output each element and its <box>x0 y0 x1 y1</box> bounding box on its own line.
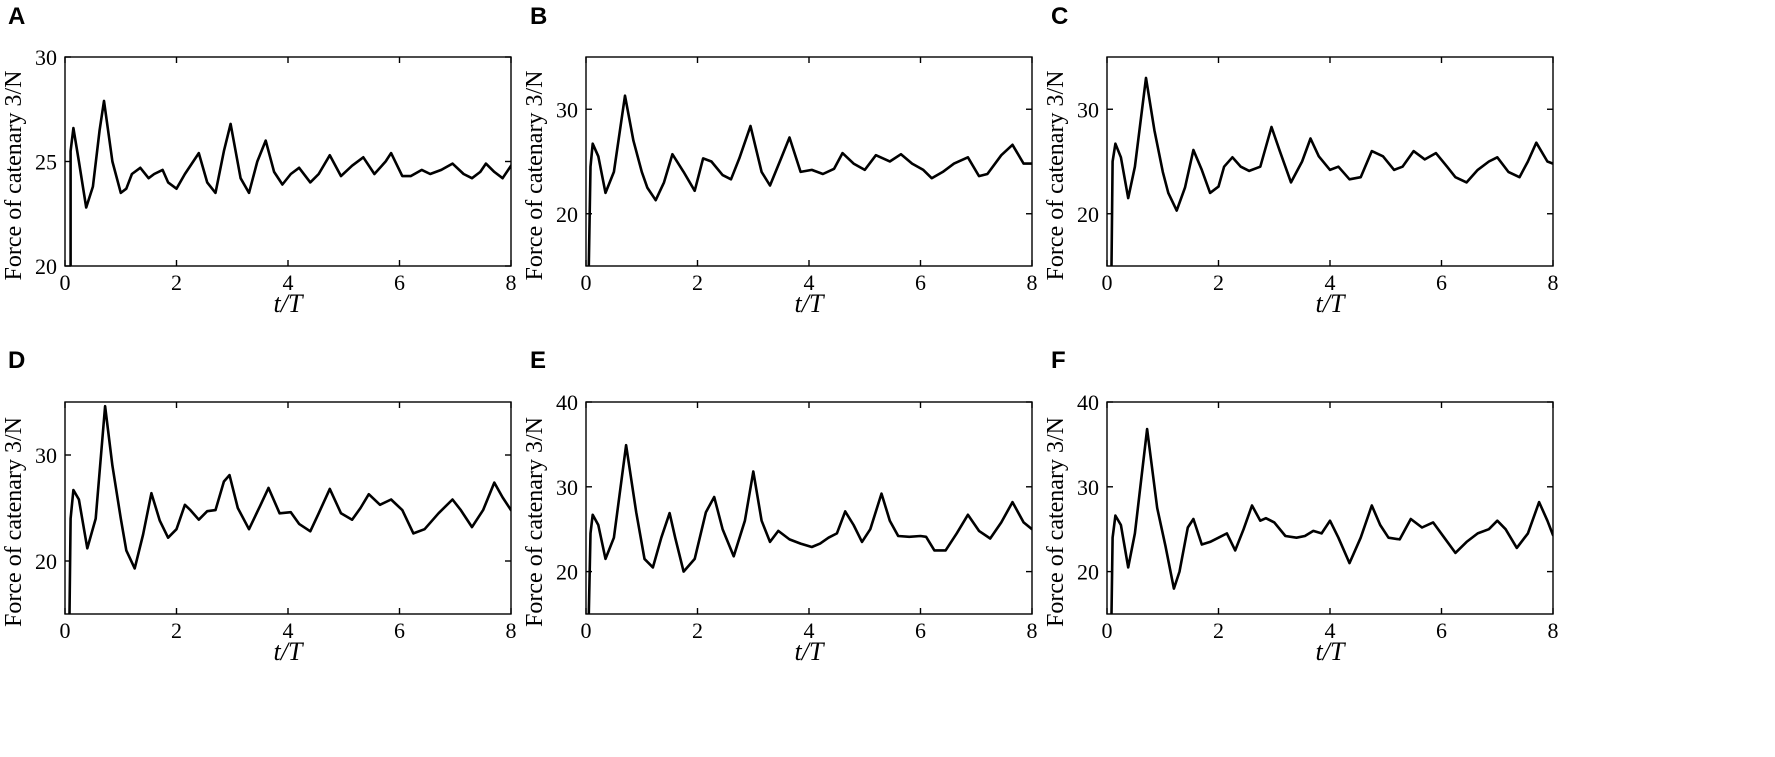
x-tick-label: 0 <box>1102 270 1113 295</box>
x-axis-label: t/T <box>1316 637 1346 666</box>
y-tick-label: 25 <box>35 150 57 175</box>
x-tick-label: 6 <box>915 270 926 295</box>
y-axis-label: Force of catenary 3/N <box>1043 71 1069 281</box>
x-axis-label: t/T <box>795 637 825 666</box>
plot-frame <box>585 56 1033 267</box>
y-tick-label: 20 <box>556 202 578 227</box>
y-tick-label: 20 <box>1077 202 1099 227</box>
x-tick-label: 8 <box>1548 618 1559 643</box>
y-tick-label: 30 <box>1077 475 1099 500</box>
x-tick-label: 4 <box>283 618 294 643</box>
x-tick-label: 6 <box>394 270 405 295</box>
y-tick-label: 40 <box>556 390 578 415</box>
x-tick-label: 2 <box>1213 618 1224 643</box>
x-tick-label: 4 <box>804 618 815 643</box>
x-axis-label: t/T <box>795 289 825 318</box>
y-axis-label: Force of catenary 3/N <box>1043 417 1069 627</box>
y-tick-label: 30 <box>1077 97 1099 122</box>
y-axis-label: Force of catenary 3/N <box>1 71 27 281</box>
x-tick-label: 6 <box>394 618 405 643</box>
x-tick-label: 0 <box>581 270 592 295</box>
y-tick-label: 20 <box>556 560 578 585</box>
y-axis-label: Force of catenary 3/N <box>522 71 548 281</box>
y-tick-label: 20 <box>35 254 57 279</box>
x-tick-label: 6 <box>1436 270 1447 295</box>
x-tick-label: 0 <box>1102 618 1113 643</box>
x-tick-label: 2 <box>692 270 703 295</box>
x-axis-label: t/T <box>274 289 304 318</box>
series-line <box>1110 427 1553 614</box>
x-tick-label: 6 <box>1436 618 1447 643</box>
x-tick-label: 8 <box>506 270 517 295</box>
y-tick-label: 30 <box>556 97 578 122</box>
x-tick-label: 0 <box>60 618 71 643</box>
x-tick-label: 8 <box>1027 270 1038 295</box>
panel-letter: F <box>1051 347 1066 374</box>
chart-panel-b: B 0 2 4 6 8 20 30 Force of catenary 3/N t/T <box>522 3 1038 318</box>
y-tick-label: 30 <box>556 475 578 500</box>
y-tick-label: 20 <box>35 549 57 574</box>
x-tick-label: 6 <box>915 618 926 643</box>
x-tick-label: 2 <box>171 270 182 295</box>
panel-letter: D <box>8 347 25 374</box>
plot-frame <box>1106 56 1554 267</box>
chart-panel-e: E 0 2 4 6 8 20 30 40 Force of catenary 3/N t/T <box>522 347 1038 666</box>
y-tick-label: 20 <box>1077 560 1099 585</box>
x-tick-label: 4 <box>1325 270 1336 295</box>
x-tick-label: 2 <box>692 618 703 643</box>
series-line <box>68 404 511 614</box>
x-tick-label: 2 <box>1213 270 1224 295</box>
series-line <box>69 99 511 266</box>
x-tick-label: 8 <box>1548 270 1559 295</box>
series-line <box>1110 76 1553 266</box>
x-tick-label: 4 <box>804 270 815 295</box>
panel-letter: C <box>1051 3 1068 30</box>
y-axis-label: Force of catenary 3/N <box>522 417 548 627</box>
x-tick-label: 4 <box>283 270 294 295</box>
y-tick-label: 30 <box>35 45 57 70</box>
chart-panel-f: F 0 2 4 6 8 20 30 40 Force of catenary 3/N t/T <box>1043 347 1559 666</box>
chart-panel-a: A 0 2 4 6 8 20 25 30 Force of catenary 3/N t/T <box>1 3 517 318</box>
y-tick-label: 30 <box>35 443 57 468</box>
y-axis-label: Force of catenary 3/N <box>1 417 27 627</box>
chart-panel-c: C 0 2 4 6 8 20 30 Force of catenary 3/N t/T <box>1043 3 1559 318</box>
series-line <box>587 94 1032 266</box>
plot-frame <box>64 56 512 267</box>
x-axis-label: t/T <box>274 637 304 666</box>
plot-frame <box>585 401 1033 615</box>
x-tick-label: 2 <box>171 618 182 643</box>
x-tick-label: 8 <box>506 618 517 643</box>
x-tick-label: 4 <box>1325 618 1336 643</box>
x-tick-label: 8 <box>1027 618 1038 643</box>
x-tick-label: 0 <box>581 618 592 643</box>
series-line <box>587 443 1032 614</box>
panel-letter: A <box>8 3 25 30</box>
chart-panel-d: D 0 2 4 6 8 20 30 Force of catenary 3/N t/T <box>1 347 517 666</box>
panel-letter: B <box>530 3 547 30</box>
x-tick-label: 0 <box>60 270 71 295</box>
y-tick-label: 40 <box>1077 390 1099 415</box>
panel-letter: E <box>530 347 546 374</box>
x-axis-label: t/T <box>1316 289 1346 318</box>
